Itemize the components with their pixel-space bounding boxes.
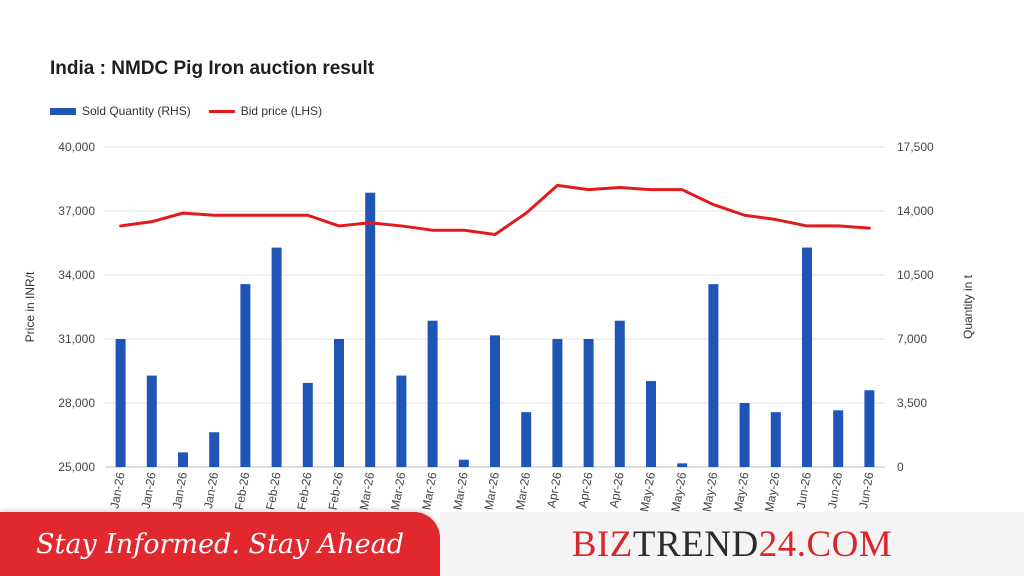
bar [770,412,781,467]
footer-tagline-banner: Stay Informed. Stay Ahead [0,512,440,576]
legend-label-bid-price: Bid price (LHS) [240,104,323,118]
x-tick-label: Apr-26 [607,471,627,509]
x-tick-label: Jan-26 [107,471,127,510]
bar [334,339,344,467]
bar [178,452,188,467]
bar [209,432,220,467]
bar [271,247,282,467]
bar [427,320,438,467]
x-tick-label: May-26 [700,471,721,513]
brand-logo: BIZTREND24.COM [572,523,893,566]
bar [458,459,469,467]
line-series-bid-price [119,183,871,236]
bar [552,339,563,467]
x-tick-label: Mar-26 [482,471,502,511]
bar [240,284,251,467]
y-tick-label-left: 25,000 [58,460,95,474]
brand-text-biz: BIZ [571,523,633,565]
y-tick-label-left: 28,000 [58,396,95,410]
x-tick-label: Mar-26 [388,471,408,511]
x-tick-label: Jan-26 [139,471,159,510]
legend-swatch-bar [50,107,76,115]
x-tick-label: Jun-26 [794,471,814,510]
y-tick-label-left: 31,000 [58,332,95,346]
legend-label-sold-quantity: Sold Quantity (RHS) [82,104,191,118]
y-tick-label-left: 34,000 [58,268,95,282]
brand-text-24com: 24.COM [758,523,893,565]
bar [739,403,750,467]
chart-title: India : NMDC Pig Iron auction result [50,58,375,79]
x-tick-label: Jun-26 [856,471,876,510]
bar [802,247,812,467]
x-tick-label: Apr-26 [576,471,596,509]
y-tick-label-left: 40,000 [58,140,95,154]
y-tick-label-right: 14,000 [897,204,934,218]
x-tick-label: Jan-26 [201,471,221,510]
footer-brand-banner: BIZTREND24.COM [440,512,1024,576]
bar [864,390,875,467]
x-tick-label: Feb-26 [263,471,283,511]
y-tick-label-left: 37,000 [58,204,95,218]
brand-text-trend: TREND [632,523,759,565]
bar [677,463,688,467]
legend-item-bid-price: Bid price (LHS) [208,104,323,118]
x-tick-label: Feb-26 [294,471,314,511]
y-tick-label-right: 10,500 [897,268,934,282]
y-tick-label-right: 7,000 [897,332,927,346]
legend-swatch-line [208,109,235,113]
y-tick-label-right: 0 [897,460,904,474]
x-tick-label: Mar-26 [513,471,533,511]
x-tick-label: May-26 [762,471,783,513]
bar [833,410,844,467]
x-tick-label: Feb-26 [232,471,252,511]
x-tick-label: May-26 [637,471,658,513]
x-tick-label: Jun-26 [825,471,845,510]
y-tick-label-right: 17,500 [897,140,934,154]
bar [490,335,500,467]
y-tick-label-right: 3,500 [897,396,927,410]
x-tick-label: Apr-26 [544,471,564,509]
bar [614,320,625,467]
y-axis-label-left: Price in INR/t [23,271,37,342]
x-tick-label: Feb-26 [326,471,346,511]
y-axis-label-right: Quantity in t [961,274,975,339]
x-tick-label: May-26 [668,471,689,513]
bar [115,339,126,467]
x-tick-label: May-26 [731,471,752,513]
bar [583,339,594,467]
chart-legend: Sold Quantity (RHS) Bid price (LHS) [50,104,322,118]
x-tick-label: Jan-26 [170,471,190,510]
bar [646,381,656,467]
bar [365,192,376,467]
bar [146,375,157,467]
bar [302,382,313,467]
bar [396,375,407,467]
x-tick-label: Mar-26 [450,471,470,511]
x-tick-label: Mar-26 [419,471,439,511]
legend-item-sold-quantity: Sold Quantity (RHS) [50,104,191,118]
footer-tagline: Stay Informed. Stay Ahead [35,528,405,560]
bar [521,412,532,467]
bar [708,284,719,467]
x-tick-label: Mar-26 [357,471,377,511]
